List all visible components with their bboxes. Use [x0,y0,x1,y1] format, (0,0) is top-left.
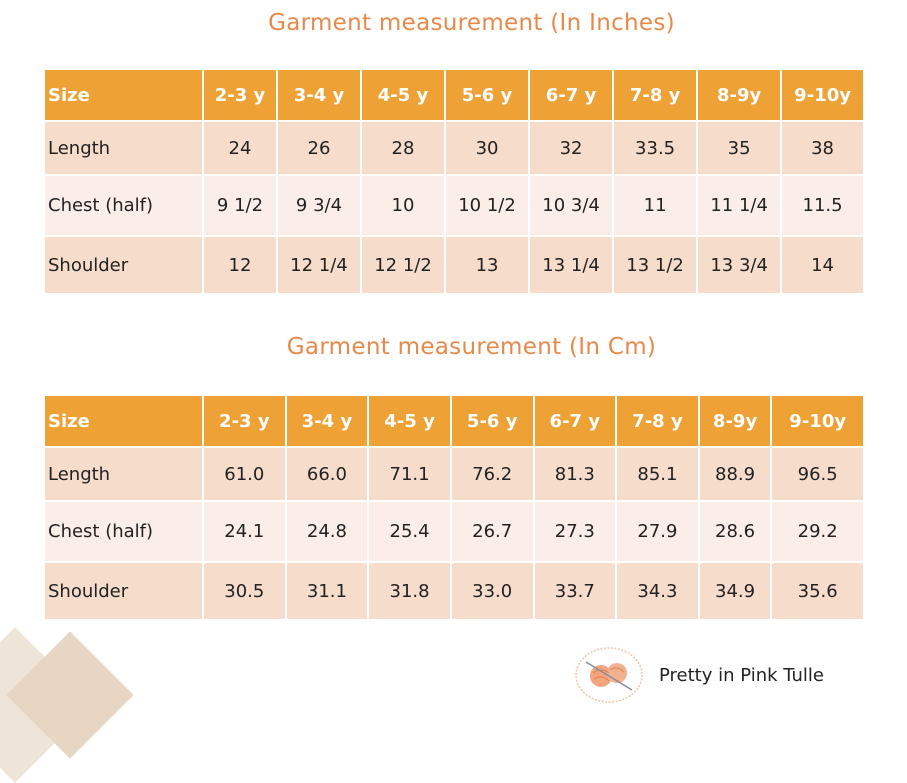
measurement-cell: 10 3/4 [530,176,613,235]
measurement-cell: 12 1/2 [361,237,445,293]
measurement-cell: 25.4 [369,502,450,561]
measurement-cell: 34.3 [617,563,698,619]
measurement-cell: 11 1/4 [698,176,781,235]
header-cell-age: 6-7 y [534,396,616,446]
row-label: Chest (half) [45,502,202,561]
measurement-cell: 38 [782,122,863,174]
measurement-cell: 31.8 [369,563,450,619]
row-label: Chest (half) [45,176,202,235]
header-row: Size 2-3 y 3-4 y 4-5 y 5-6 y 6-7 y 7-8 y 8-9y 9-… [45,70,863,120]
header-cell-age: 6-7 y [530,70,613,120]
measurement-cell: 13 1/2 [614,237,697,293]
measurement-cell: 24.1 [204,502,285,561]
header-row: Size 2-3 y 3-4 y 4-5 y 5-6 y 6-7 y 7-8 y 8-9y 9-… [45,396,863,446]
measurement-cell: 13 [446,237,529,293]
measurement-cell: 11.5 [782,176,863,235]
measurement-cell: 76.2 [451,448,533,500]
measurement-cell: 33.0 [451,563,533,619]
measurement-cell: 71.1 [369,448,450,500]
row-label: Length [45,122,202,174]
header-cell-size: Size [45,70,202,120]
inches-size-table: Size 2-3 y 3-4 y 4-5 y 5-6 y 6-7 y 7-8 y 8-9y 9-… [43,68,865,295]
row-label: Shoulder [45,563,202,619]
table-row: Chest (half) 9 1/2 9 3/4 10 10 1/2 10 3/4 11 11… [45,176,863,235]
measurement-cell: 85.1 [617,448,698,500]
measurement-cell: 9 1/2 [204,176,276,235]
measurement-cell: 35 [698,122,781,174]
measurement-cell: 13 3/4 [698,237,781,293]
header-cell-age: 9-10y [782,70,863,120]
header-cell-age: 8-9y [699,396,771,446]
header-cell-age: 2-3 y [204,70,276,120]
measurement-cell: 34.9 [699,563,771,619]
measurement-cell: 10 1/2 [446,176,529,235]
measurement-cell: 12 1/4 [277,237,360,293]
header-cell-age: 7-8 y [614,70,697,120]
measurement-cell: 28 [361,122,445,174]
table-row: Length 61.0 66.0 71.1 76.2 81.3 85.1 88.9 96.5 [45,448,863,500]
brand-name: Pretty in Pink Tulle [659,665,824,686]
measurement-cell: 61.0 [204,448,285,500]
measurement-cell: 88.9 [699,448,771,500]
header-cell-age: 9-10y [772,396,863,446]
header-cell-age: 3-4 y [277,70,360,120]
measurement-cell: 12 [204,237,276,293]
measurement-cell: 30.5 [204,563,285,619]
measurement-cell: 26 [277,122,360,174]
yarn-ball-logo-icon [575,647,643,703]
table-row: Chest (half) 24.1 24.8 25.4 26.7 27.3 27.9 28.6… [45,502,863,561]
header-cell-age: 5-6 y [451,396,533,446]
measurement-cell: 24.8 [286,502,368,561]
header-cell-age: 4-5 y [369,396,450,446]
table-row: Length 24 26 28 30 32 33.5 35 38 [45,122,863,174]
measurement-cell: 27.3 [534,502,616,561]
measurement-cell: 26.7 [451,502,533,561]
measurement-cell: 13 1/4 [530,237,613,293]
header-cell-age: 8-9y [698,70,781,120]
header-cell-age: 3-4 y [286,396,368,446]
measurement-cell: 33.5 [614,122,697,174]
table-row: Shoulder 30.5 31.1 31.8 33.0 33.7 34.3 34.9 35.6 [45,563,863,619]
measurement-cell: 32 [530,122,613,174]
measurement-cell: 35.6 [772,563,863,619]
header-cell-age: 7-8 y [617,396,698,446]
measurement-cell: 9 3/4 [277,176,360,235]
measurement-cell: 30 [446,122,529,174]
measurement-cell: 10 [361,176,445,235]
inches-table-title: Garment measurement (In Inches) [268,10,675,36]
table-row: Shoulder 12 12 1/4 12 1/2 13 13 1/4 13 1/2 13 3… [45,237,863,293]
measurement-cell: 27.9 [617,502,698,561]
measurement-cell: 28.6 [699,502,771,561]
cm-table-title: Garment measurement (In Cm) [286,334,657,360]
measurement-cell: 33.7 [534,563,616,619]
measurement-cell: 24 [204,122,276,174]
header-cell-age: 2-3 y [204,396,285,446]
measurement-cell: 81.3 [534,448,616,500]
measurement-cell: 11 [614,176,697,235]
header-cell-age: 5-6 y [446,70,529,120]
header-cell-size: Size [45,396,202,446]
row-label: Shoulder [45,237,202,293]
row-label: Length [45,448,202,500]
measurement-cell: 31.1 [286,563,368,619]
measurement-cell: 29.2 [772,502,863,561]
cm-size-table: Size 2-3 y 3-4 y 4-5 y 5-6 y 6-7 y 7-8 y 8-9y 9-… [43,394,865,621]
measurement-cell: 96.5 [772,448,863,500]
measurement-cell: 14 [782,237,863,293]
measurement-cell: 66.0 [286,448,368,500]
header-cell-age: 4-5 y [361,70,445,120]
